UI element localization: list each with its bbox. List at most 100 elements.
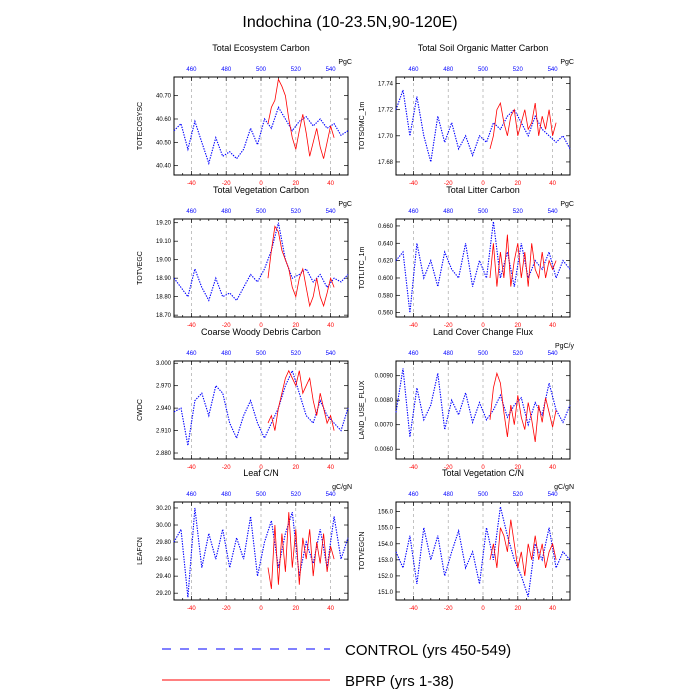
chart-4-ytick-label: 2.910 [156, 429, 172, 435]
legend-control-label: CONTROL (yrs 450-549) [345, 642, 511, 659]
chart-0-top-tick-label: 480 [221, 67, 232, 73]
chart-1-ylabel: TOTSOMC_1m [359, 102, 366, 151]
chart-3-ytick-label: 0.620 [378, 259, 394, 265]
chart-1-top-tick-label: 480 [443, 67, 454, 73]
chart-2-ytick-label: 19.10 [156, 239, 172, 245]
chart-7-top-tick-label: 500 [478, 492, 489, 498]
chart-0-xtick-label: -20 [222, 181, 231, 187]
chart-4-ytick-label: 2.940 [156, 406, 172, 412]
chart-0-xtick-label: -40 [187, 181, 196, 187]
chart-6-ytick-label: 29.60 [156, 557, 172, 563]
chart-0-top-tick-label: 500 [256, 67, 267, 73]
chart-2-ytick-label: 18.70 [156, 313, 172, 319]
main-title: Indochina (10-23.5N,90-120E) [242, 14, 457, 31]
chart-7-panel: Total Vegetation C/N gC/gN TOTVEGCN -40 460 -… [359, 468, 574, 612]
chart-4-title: Coarse Woody Debris Carbon [201, 327, 321, 337]
chart-4-top-tick-label: 500 [256, 351, 267, 357]
legend: CONTROL (yrs 450-549) BPRP (yrs 1-38) [162, 642, 511, 690]
chart-1-xtick-label: 40 [549, 181, 556, 187]
chart-4-ytick-label: 3.000 [156, 361, 172, 367]
chart-1-panel: Total Soil Organic Matter Carbon PgC TOTSO… [359, 43, 574, 187]
chart-6-top-tick-label: 540 [326, 492, 337, 498]
chart-6-ytick-label: 30.20 [156, 506, 172, 512]
chart-4-ylabel: CWDC [137, 399, 144, 421]
chart-3-top-tick-label: 540 [548, 209, 559, 215]
chart-5-panel: Land Cover Change Flux PgC/y LAND_USE_FLUX… [359, 327, 574, 471]
chart-2-panel: Total Vegetation Carbon PgC TOTVEGC -40 460 -… [137, 185, 352, 329]
chart-7-top-tick-label: 480 [443, 492, 454, 498]
chart-4-ytick-label: 2.970 [156, 384, 172, 390]
chart-6-ytick-label: 29.20 [156, 591, 172, 597]
chart-2-xtick-label: 0 [259, 323, 263, 329]
chart-1-bprp-series [489, 101, 557, 150]
chart-1-xtick-label: -20 [444, 181, 453, 187]
chart-7-xtick-label: -20 [444, 606, 453, 612]
chart-2-ytick-label: 18.90 [156, 276, 172, 282]
chart-1-ytick-label: 17.74 [378, 82, 394, 88]
chart-7-xtick-label: 40 [549, 606, 556, 612]
chart-4-top-tick-label: 460 [186, 351, 197, 357]
chart-5-bprp-series [489, 371, 557, 442]
chart-0-top-tick-label: 520 [291, 67, 302, 73]
chart-1-xtick-label: 0 [481, 181, 485, 187]
chart-2-top-tick-label: 520 [291, 209, 302, 215]
chart-5-xtick-label: 20 [514, 465, 521, 471]
chart-5-xtick-label: -20 [444, 465, 453, 471]
chart-6-ytick-label: 30.00 [156, 523, 172, 529]
chart-4-top-tick-label: 540 [326, 351, 337, 357]
chart-3-ytick-label: 0.640 [378, 241, 394, 247]
chart-6-top-tick-label: 500 [256, 492, 267, 498]
chart-5-top-tick-label: 520 [513, 351, 524, 357]
chart-3-bprp-series [489, 234, 557, 287]
chart-6-top-tick-label: 460 [186, 492, 197, 498]
chart-7-ytick-label: 156.0 [378, 510, 394, 516]
chart-1-units: PgC [560, 59, 574, 66]
chart-3-ytick-label: 0.580 [378, 293, 394, 299]
chart-3-top-tick-label: 520 [513, 209, 524, 215]
chart-5-ylabel: LAND_USE_FLUX [359, 380, 366, 439]
chart-1-top-tick-label: 500 [478, 67, 489, 73]
chart-2-units: PgC [338, 201, 352, 208]
chart-2-xtick-label: -40 [187, 323, 196, 329]
chart-4-xtick-label: -20 [222, 465, 231, 471]
chart-7-units: gC/gN [554, 484, 574, 491]
chart-3-ytick-label: 0.660 [378, 224, 394, 230]
chart-5-control-series [395, 368, 571, 437]
chart-2-ytick-label: 19.00 [156, 258, 172, 264]
chart-7-ytick-label: 155.0 [378, 526, 394, 532]
chart-5-ytick-label: 0.0090 [375, 374, 394, 380]
chart-4-xtick-label: -40 [187, 465, 196, 471]
chart-3-panel: Total Litter Carbon PgC TOTLITC_1m -40 460 -2… [359, 185, 574, 329]
chart-6-xtick-label: -20 [222, 606, 231, 612]
chart-3-top-tick-label: 460 [408, 209, 419, 215]
chart-1-ytick-label: 17.72 [378, 108, 394, 114]
chart-6-ytick-label: 29.80 [156, 540, 172, 546]
chart-7-top-tick-label: 460 [408, 492, 419, 498]
chart-7-title: Total Vegetation C/N [442, 468, 524, 478]
chart-6-bprp-series [267, 512, 335, 589]
chart-1-xtick-label: -40 [409, 181, 418, 187]
chart-7-ytick-label: 153.0 [378, 558, 394, 564]
chart-0-ytick-label: 40.70 [156, 94, 172, 100]
chart-0-top-tick-label: 540 [326, 67, 337, 73]
chart-5-top-tick-label: 500 [478, 351, 489, 357]
chart-4-panel: Coarse Woody Debris Carbon CWDC -40 460 -20 4… [137, 327, 349, 471]
chart-7-top-tick-label: 540 [548, 492, 559, 498]
chart-1-ytick-label: 17.68 [378, 160, 394, 166]
chart-7-xtick-label: 0 [481, 606, 485, 612]
chart-7-control-series [395, 506, 571, 597]
chart-6-panel: Leaf C/N gC/gN LEAFCN -40 460 -20 480 0 500 20 520… [137, 468, 352, 612]
chart-6-top-tick-label: 480 [221, 492, 232, 498]
chart-0-ylabel: TOTECOSYSC [137, 102, 144, 150]
chart-3-units: PgC [560, 201, 574, 208]
chart-0-ytick-label: 40.50 [156, 140, 172, 146]
chart-7-ytick-label: 151.0 [378, 590, 394, 596]
chart-4-xtick-label: 40 [327, 465, 334, 471]
chart-7-top-tick-label: 520 [513, 492, 524, 498]
chart-0-title: Total Ecosystem Carbon [212, 43, 310, 53]
chart-6-ylabel: LEAFCN [137, 537, 144, 565]
chart-5-ytick-label: 0.0080 [375, 398, 394, 404]
chart-1-top-tick-label: 520 [513, 67, 524, 73]
chart-2-bprp-series [267, 225, 335, 308]
chart-7-xtick-label: -40 [409, 606, 418, 612]
